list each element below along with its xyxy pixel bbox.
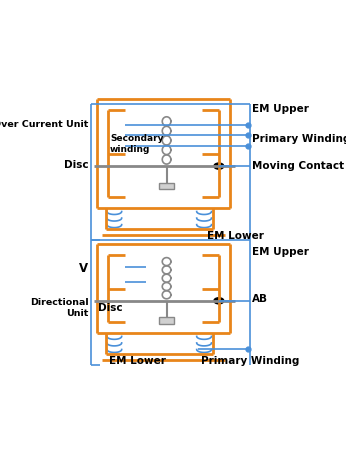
Bar <box>159 318 174 324</box>
Text: Primary Winding: Primary Winding <box>201 356 299 365</box>
Text: EM Lower: EM Lower <box>207 231 264 241</box>
Ellipse shape <box>214 164 224 170</box>
Text: V: V <box>79 262 89 275</box>
Text: EM Lower: EM Lower <box>109 356 166 365</box>
Text: Directional
Unit: Directional Unit <box>30 297 89 317</box>
Text: Disc: Disc <box>98 302 123 313</box>
Text: Secondary
winding: Secondary winding <box>110 134 164 153</box>
Text: Disc: Disc <box>64 159 89 169</box>
Text: AB: AB <box>252 293 268 303</box>
Text: EM Upper: EM Upper <box>252 247 309 257</box>
Text: Over Current Unit: Over Current Unit <box>0 120 89 129</box>
Text: Primary Winding: Primary Winding <box>252 133 346 143</box>
Text: EM Upper: EM Upper <box>252 104 309 114</box>
Ellipse shape <box>214 298 224 304</box>
Text: Moving Contact: Moving Contact <box>252 161 344 170</box>
Bar <box>159 183 174 189</box>
